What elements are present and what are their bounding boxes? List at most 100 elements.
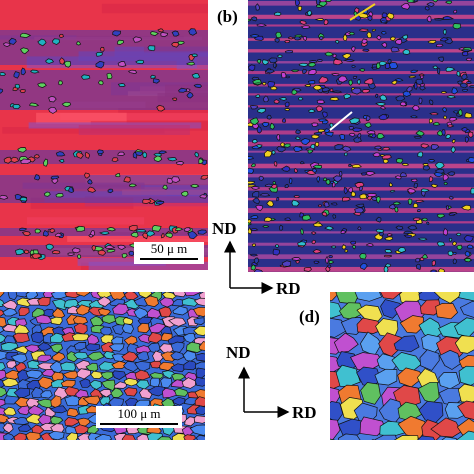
grain (289, 177, 293, 185)
grain (357, 226, 362, 231)
grain (262, 81, 267, 86)
grain (272, 180, 276, 185)
grain (200, 174, 208, 180)
grain (445, 66, 456, 72)
band (30, 197, 134, 209)
grain (117, 61, 127, 67)
grain (358, 68, 365, 72)
grain (52, 38, 60, 46)
grain (48, 95, 57, 103)
grain (375, 102, 386, 106)
grain (388, 62, 399, 69)
band (248, 197, 474, 201)
grain (194, 376, 205, 387)
grain (37, 376, 56, 390)
grain (359, 185, 363, 191)
grain (446, 95, 456, 99)
grain (445, 133, 451, 139)
grain (194, 396, 205, 407)
grain (62, 370, 79, 380)
band (248, 221, 474, 224)
grain (37, 354, 53, 363)
grain (186, 61, 196, 66)
band (248, 163, 474, 169)
grain (426, 2, 435, 7)
grain (134, 151, 143, 156)
grain (71, 333, 91, 342)
grain (0, 292, 5, 298)
grain (128, 225, 138, 232)
grain (249, 105, 259, 110)
axis-label: ND (226, 343, 251, 362)
grain (317, 118, 328, 122)
grain (325, 256, 329, 265)
grain (34, 154, 40, 159)
scale-label: 100 μ m (117, 406, 160, 421)
grain (0, 333, 8, 344)
band (101, 3, 208, 14)
grain (455, 430, 474, 440)
grain (394, 175, 402, 180)
band (248, 231, 474, 234)
grain (432, 0, 439, 3)
grain (264, 216, 273, 222)
grain (443, 181, 448, 186)
grain (151, 225, 162, 232)
grain (316, 99, 326, 104)
grain (121, 351, 139, 362)
grain (284, 101, 290, 108)
grain (88, 234, 94, 238)
grain (147, 385, 168, 397)
grain (157, 28, 164, 33)
axis-label: RD (276, 279, 301, 298)
grain (434, 161, 445, 169)
grain (190, 183, 200, 188)
grain (64, 417, 81, 427)
grain (344, 249, 349, 253)
grain (294, 34, 304, 38)
grain (369, 133, 373, 137)
grain (0, 88, 4, 94)
grain (269, 122, 275, 130)
grain (445, 0, 453, 5)
grain (342, 53, 352, 60)
grain (123, 176, 131, 183)
grain (436, 241, 446, 247)
grain (14, 248, 25, 255)
grain (366, 31, 372, 39)
grain (1, 377, 20, 387)
grain (329, 96, 340, 101)
grain (20, 67, 26, 76)
grain (332, 214, 337, 219)
grain (415, 199, 425, 203)
grain (380, 20, 388, 24)
grain (50, 292, 69, 299)
grain (273, 99, 280, 104)
grain (73, 342, 87, 351)
grain (311, 239, 316, 245)
grain (50, 316, 63, 326)
grain (0, 386, 8, 398)
grain (299, 161, 305, 165)
band (248, 93, 474, 96)
grain (108, 343, 125, 352)
grain (300, 25, 311, 29)
grain (442, 29, 447, 36)
grain (359, 416, 386, 437)
grain (333, 58, 343, 66)
axis-label: ND (212, 219, 237, 238)
grain (3, 156, 13, 164)
grain (466, 81, 472, 84)
grain (349, 117, 360, 124)
band (248, 24, 474, 27)
grain (142, 198, 152, 204)
grain (76, 254, 82, 259)
grain (0, 369, 8, 380)
grain (64, 395, 83, 407)
grain (441, 128, 446, 137)
grain (91, 244, 97, 252)
grain (389, 204, 397, 210)
grain (337, 75, 348, 83)
grain (4, 395, 19, 405)
grain (253, 257, 260, 265)
